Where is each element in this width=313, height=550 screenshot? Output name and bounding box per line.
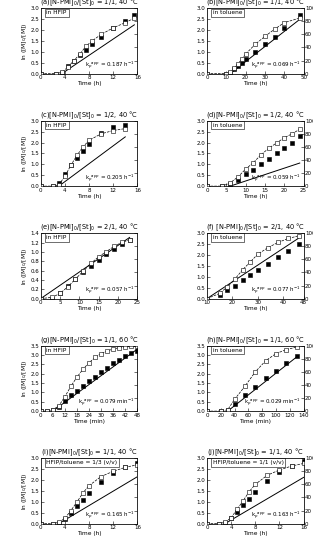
Text: k$_p$$^{app}$ = 0.205 h$^{-1}$: k$_p$$^{app}$ = 0.205 h$^{-1}$ — [85, 172, 135, 184]
Text: in HFIP: in HFIP — [47, 235, 67, 240]
Text: in toluene: in toluene — [213, 123, 242, 128]
Y-axis label: ln ([M]$_0$/[M]): ln ([M]$_0$/[M]) — [20, 247, 29, 285]
Text: k$_p$$^{app}$ = 0.059 h$^{-1}$: k$_p$$^{app}$ = 0.059 h$^{-1}$ — [251, 172, 301, 184]
Title: (j)[N-PMI]$_0$/[St]$_0$ = 1/1, 40 °C: (j)[N-PMI]$_0$/[St]$_0$ = 1/1, 40 °C — [207, 447, 304, 458]
Text: in HFIP: in HFIP — [47, 348, 67, 353]
Title: (c)[N-PMI]$_0$/[St]$_0$ = 1/2, 40 °C: (c)[N-PMI]$_0$/[St]$_0$ = 1/2, 40 °C — [40, 109, 138, 121]
Title: (g)[N-PMI]$_0$/[St]$_0$ = 1/1, 60 °C: (g)[N-PMI]$_0$/[St]$_0$ = 1/1, 60 °C — [39, 334, 138, 346]
Title: (a)[N-PMI]$_0$/[St]$_0$ = 1/1, 40 °C: (a)[N-PMI]$_0$/[St]$_0$ = 1/1, 40 °C — [40, 0, 138, 8]
Text: k$_p$$^{app}$ = 0.057 h$^{-1}$: k$_p$$^{app}$ = 0.057 h$^{-1}$ — [85, 284, 135, 296]
X-axis label: Time (h): Time (h) — [243, 81, 268, 86]
X-axis label: Time (min): Time (min) — [239, 419, 271, 424]
X-axis label: Time (h): Time (h) — [243, 531, 268, 536]
Title: (d)[N-PMI]$_0$/[St]$_0$ = 1/2, 40 °C: (d)[N-PMI]$_0$/[St]$_0$ = 1/2, 40 °C — [206, 109, 305, 121]
X-axis label: Time (h): Time (h) — [77, 306, 101, 311]
Text: k$_p$$^{app}$ = 0.165 h$^{-1}$: k$_p$$^{app}$ = 0.165 h$^{-1}$ — [85, 509, 135, 521]
X-axis label: Time (h): Time (h) — [243, 194, 268, 199]
Text: k$_p$$^{app}$ = 0.079 min$^{-1}$: k$_p$$^{app}$ = 0.079 min$^{-1}$ — [78, 397, 135, 409]
Title: (f) [N-PMI]$_0$/[St]$_0$ = 2/1, 40 °C: (f) [N-PMI]$_0$/[St]$_0$ = 2/1, 40 °C — [206, 222, 305, 233]
Y-axis label: ln ([M]$_0$/[M]): ln ([M]$_0$/[M]) — [20, 360, 29, 397]
Title: (e)[N-PMI]$_0$/[St]$_0$ = 2/1, 40 °C: (e)[N-PMI]$_0$/[St]$_0$ = 2/1, 40 °C — [40, 222, 138, 233]
Text: in HFIP: in HFIP — [47, 123, 67, 128]
Text: k$_p$$^{app}$ = 0.029 min$^{-1}$: k$_p$$^{app}$ = 0.029 min$^{-1}$ — [244, 397, 301, 409]
Text: HFIP/toluene = 1/1 (v/v): HFIP/toluene = 1/1 (v/v) — [213, 460, 284, 465]
Text: in toluene: in toluene — [213, 235, 242, 240]
Y-axis label: ln ([M]$_0$/[M]): ln ([M]$_0$/[M]) — [20, 472, 29, 510]
Text: HFIP/toluene = 1/3 (v/v): HFIP/toluene = 1/3 (v/v) — [47, 460, 118, 465]
Title: (i)[N-PMI]$_0$/[St]$_0$ = 1/1, 40 °C: (i)[N-PMI]$_0$/[St]$_0$ = 1/1, 40 °C — [41, 447, 137, 458]
X-axis label: Time (h): Time (h) — [77, 81, 101, 86]
Text: in toluene: in toluene — [213, 348, 242, 353]
X-axis label: Time (h): Time (h) — [77, 531, 101, 536]
Text: k$_p$$^{app}$ = 0.077 h$^{-1}$: k$_p$$^{app}$ = 0.077 h$^{-1}$ — [251, 284, 301, 296]
Text: in toluene: in toluene — [213, 10, 242, 15]
X-axis label: Time (min): Time (min) — [73, 419, 105, 424]
Text: k$_p$$^{app}$ = 0.163 h$^{-1}$: k$_p$$^{app}$ = 0.163 h$^{-1}$ — [251, 509, 301, 521]
Text: in HFIP: in HFIP — [47, 10, 67, 15]
Title: (h)[N-PMI]$_0$/[St]$_0$ = 1/1, 60 °C: (h)[N-PMI]$_0$/[St]$_0$ = 1/1, 60 °C — [206, 334, 305, 346]
Text: k$_p$$^{app}$ = 0.069 h$^{-1}$: k$_p$$^{app}$ = 0.069 h$^{-1}$ — [251, 59, 301, 71]
X-axis label: Time (h): Time (h) — [243, 306, 268, 311]
Title: (b)[N-PMI]$_0$/[St]$_0$ = 1/1, 40 °C: (b)[N-PMI]$_0$/[St]$_0$ = 1/1, 40 °C — [206, 0, 305, 8]
Y-axis label: ln ([M]$_0$/[M]): ln ([M]$_0$/[M]) — [20, 135, 29, 172]
Text: k$_p$$^{app}$ = 0.187 h$^{-1}$: k$_p$$^{app}$ = 0.187 h$^{-1}$ — [85, 59, 135, 71]
Y-axis label: ln ([M]$_0$/[M]): ln ([M]$_0$/[M]) — [20, 22, 29, 59]
X-axis label: Time (h): Time (h) — [77, 194, 101, 199]
